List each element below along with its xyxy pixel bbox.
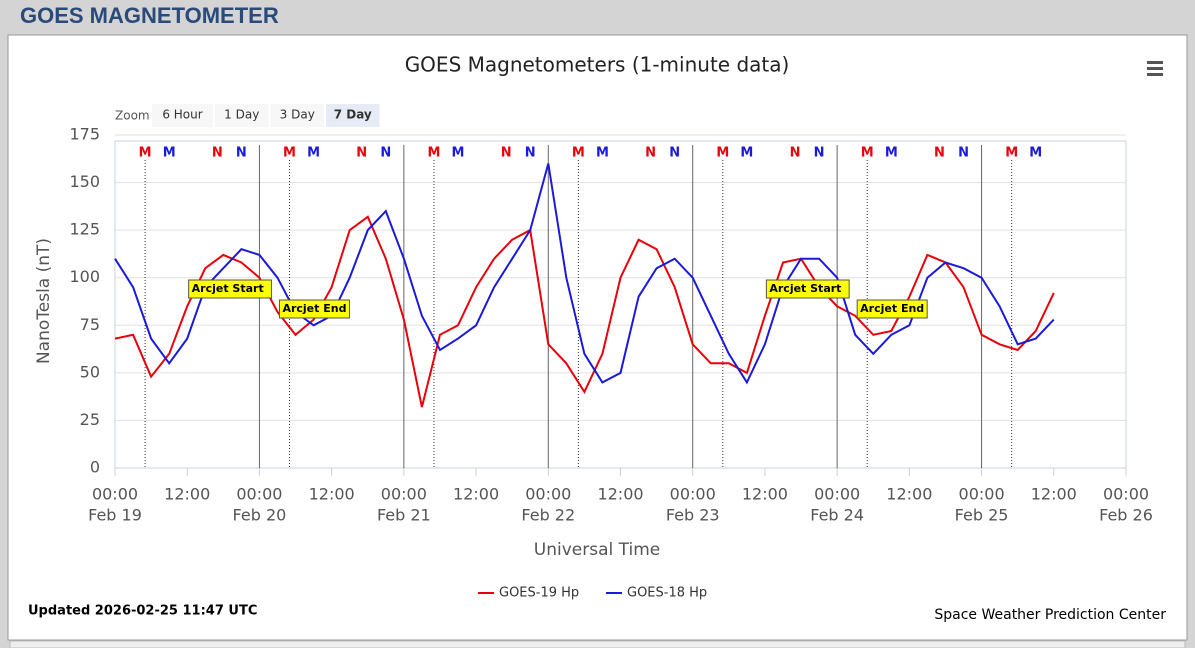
marker-label: N bbox=[356, 146, 367, 161]
marker-label: M bbox=[596, 146, 609, 161]
marker-label: N bbox=[380, 146, 391, 161]
marker-label: M bbox=[716, 146, 729, 161]
marker-label: N bbox=[934, 146, 945, 161]
zoom-button-label[interactable]: 7 Day bbox=[334, 108, 372, 122]
updated: Updated 2026-02-25 11:47 UTC bbox=[28, 604, 257, 619]
zoom-label: Zoom bbox=[115, 109, 150, 123]
marker-label: M bbox=[427, 146, 440, 161]
x-tick-label: 00:00 bbox=[959, 485, 1005, 504]
marker-label: N bbox=[501, 146, 512, 161]
menu-icon[interactable] bbox=[1147, 61, 1163, 76]
x-tick-date: Feb 24 bbox=[810, 506, 864, 525]
y-tick-label: 150 bbox=[69, 172, 100, 191]
marker-label: M bbox=[452, 146, 465, 161]
marker-label: M bbox=[139, 146, 152, 161]
x-tick-date: Feb 21 bbox=[377, 506, 431, 525]
x-tick-date: Feb 22 bbox=[521, 506, 575, 525]
x-tick-label: 00:00 bbox=[92, 485, 138, 504]
zoom-button[interactable] bbox=[215, 104, 269, 127]
y-tick-label: 75 bbox=[80, 315, 100, 334]
lower-panel bbox=[9, 640, 1186, 648]
marker-label: M bbox=[1005, 146, 1018, 161]
x-tick-label: 12:00 bbox=[453, 485, 499, 504]
marker-label: M bbox=[163, 146, 176, 161]
zoom-button-label[interactable]: 6 Hour bbox=[162, 108, 202, 122]
marker-label: N bbox=[790, 146, 801, 161]
menu-bar[interactable] bbox=[1147, 61, 1163, 64]
annotation-box bbox=[188, 279, 272, 299]
x-tick-label: 00:00 bbox=[381, 485, 427, 504]
x-tick-label: 00:00 bbox=[525, 485, 571, 504]
marker-label: M bbox=[283, 146, 296, 161]
marker-label: N bbox=[814, 146, 825, 161]
zoom-button-label[interactable]: 3 Day bbox=[280, 108, 315, 122]
annotation-text: Arcjet End bbox=[282, 302, 346, 315]
page-title: GOES MAGNETOMETER bbox=[20, 3, 279, 28]
zoom-button[interactable] bbox=[326, 104, 380, 127]
y-tick-label: 0 bbox=[90, 458, 100, 477]
x-tick-date: Feb 20 bbox=[233, 506, 287, 525]
x-tick-label: 00:00 bbox=[670, 485, 716, 504]
x-axis-title: Universal Time bbox=[534, 540, 660, 560]
annotation-box bbox=[765, 279, 850, 299]
y-tick-label: 50 bbox=[80, 362, 100, 381]
x-tick-label: 12:00 bbox=[742, 485, 788, 504]
x-tick-date: Feb 26 bbox=[1099, 506, 1153, 525]
marker-label: M bbox=[740, 146, 753, 161]
y-tick-label: 100 bbox=[69, 267, 100, 286]
x-tick-label: 12:00 bbox=[1031, 485, 1077, 504]
series-line bbox=[114, 163, 1055, 385]
chart-title: GOES Magnetometers (1-minute data) bbox=[405, 53, 790, 77]
x-tick-date: Feb 19 bbox=[88, 506, 142, 525]
annotation-box bbox=[856, 299, 928, 319]
x-tick-label: 12:00 bbox=[886, 485, 932, 504]
y-axis-title: NanoTesla (nT) bbox=[34, 238, 54, 364]
menu-bar[interactable] bbox=[1147, 67, 1163, 70]
marker-label: M bbox=[885, 146, 898, 161]
credit: Space Weather Prediction Center bbox=[934, 607, 1166, 623]
x-tick-label: 00:00 bbox=[1103, 485, 1149, 504]
marker-label: N bbox=[236, 146, 247, 161]
y-tick-label: 25 bbox=[80, 410, 100, 429]
marker-label: M bbox=[1029, 146, 1042, 161]
x-tick-date: Feb 25 bbox=[955, 506, 1009, 525]
marker-label: N bbox=[645, 146, 656, 161]
x-tick-date: Feb 23 bbox=[666, 506, 720, 525]
marker-label: N bbox=[669, 146, 680, 161]
zoom-button[interactable] bbox=[152, 104, 213, 127]
annotation-text: Arcjet Start bbox=[769, 282, 841, 295]
menu-bar[interactable] bbox=[1147, 73, 1163, 76]
annotation-box bbox=[278, 299, 350, 319]
marker-label: M bbox=[307, 146, 320, 161]
x-tick-label: 00:00 bbox=[236, 485, 282, 504]
marker-label: N bbox=[958, 146, 969, 161]
annotation-text: Arcjet End bbox=[860, 302, 924, 315]
x-tick-label: 00:00 bbox=[814, 485, 860, 504]
zoom-button-label[interactable]: 1 Day bbox=[224, 108, 259, 122]
y-tick-label: 125 bbox=[69, 220, 100, 239]
zoom-button[interactable] bbox=[270, 104, 325, 127]
x-tick-label: 12:00 bbox=[164, 485, 210, 504]
marker-label: M bbox=[861, 146, 874, 161]
x-tick-label: 12:00 bbox=[309, 485, 355, 504]
x-tick-label: 12:00 bbox=[597, 485, 643, 504]
legend-label[interactable]: GOES-18 Hp bbox=[627, 586, 707, 601]
legend-label[interactable]: GOES-19 Hp bbox=[499, 586, 579, 601]
marker-label: N bbox=[212, 146, 223, 161]
series-line bbox=[114, 215, 1055, 408]
panel bbox=[7, 34, 1188, 641]
marker-label: M bbox=[572, 146, 585, 161]
marker-label: N bbox=[525, 146, 536, 161]
y-tick-label: 175 bbox=[69, 125, 100, 144]
annotation-text: Arcjet Start bbox=[192, 282, 264, 295]
